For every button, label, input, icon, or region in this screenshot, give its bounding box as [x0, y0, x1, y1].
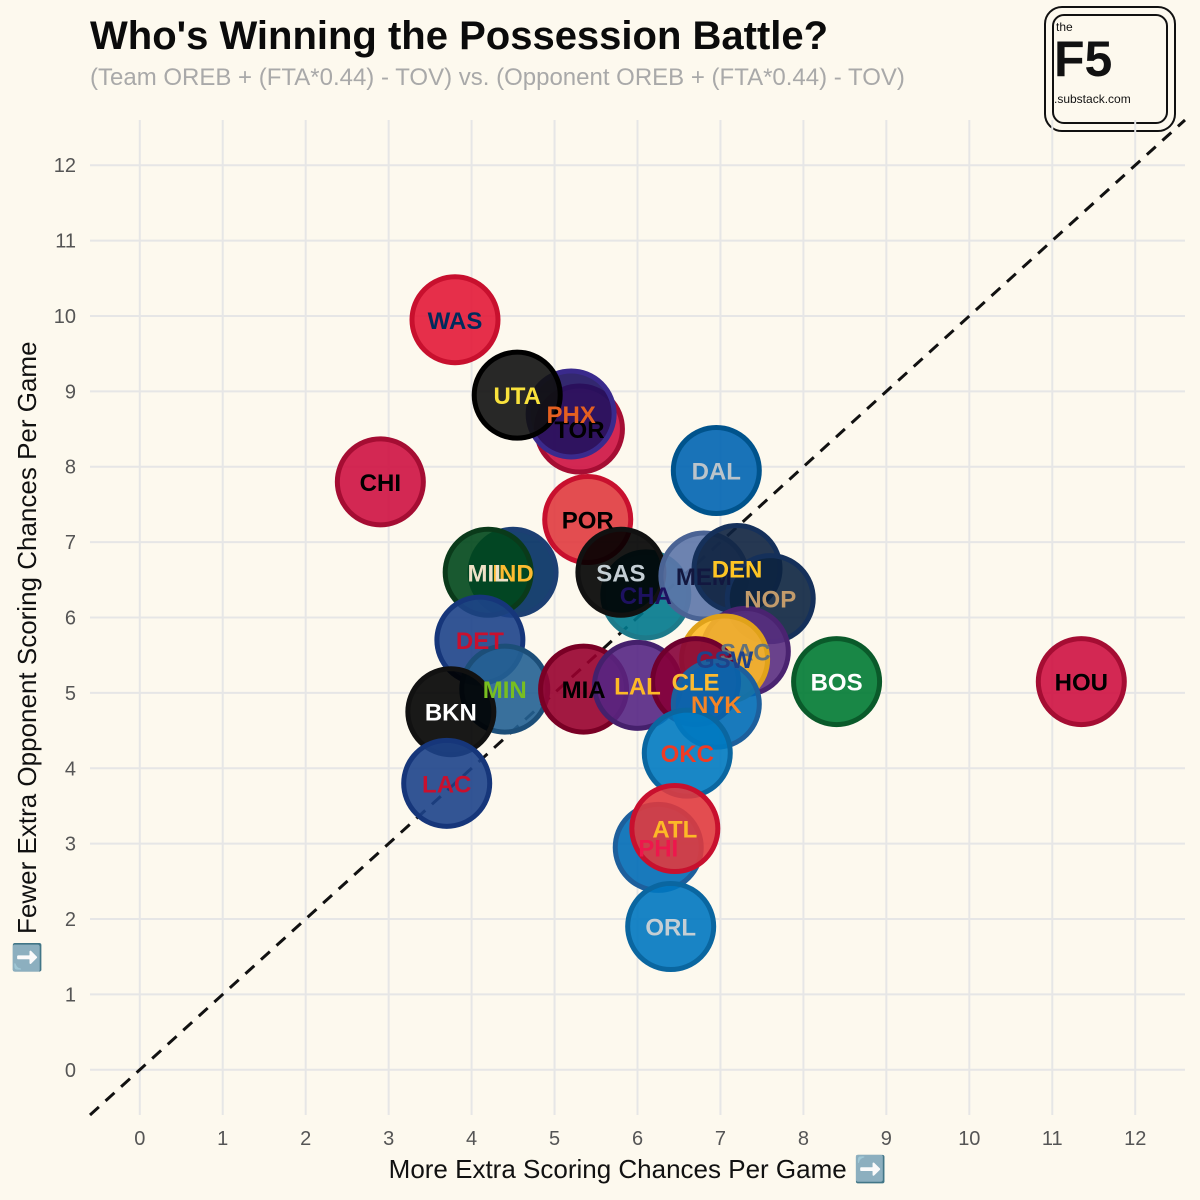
team-label: CLE	[672, 670, 720, 697]
logo-inner-border	[1052, 14, 1168, 124]
team-label: NOP	[744, 587, 796, 614]
team-bubble	[401, 737, 493, 829]
team-point-hou	[1035, 636, 1127, 728]
logo-top-text: the	[1056, 20, 1073, 34]
team-label: BKN	[425, 700, 477, 727]
team-label: OKC	[661, 741, 714, 768]
team-point-uta	[471, 349, 563, 441]
chart-title: Who's Winning the Possession Battle?	[90, 14, 829, 58]
team-label: DAL	[692, 459, 741, 486]
x-tick-label: 2	[300, 1128, 311, 1150]
team-label: SAC	[720, 639, 771, 666]
team-label: BOS	[811, 670, 863, 697]
y-tick-label: 8	[65, 457, 76, 479]
team-label: NYK	[691, 692, 742, 719]
team-point-atl	[629, 783, 721, 875]
team-label: TOR	[554, 417, 604, 444]
team-bubble	[791, 636, 883, 728]
team-label: HOU	[1055, 670, 1108, 697]
team-bubble	[670, 425, 762, 517]
team-bubble	[471, 349, 563, 441]
team-label: DET	[456, 628, 504, 655]
team-point-dal	[670, 425, 762, 517]
y-tick-label: 6	[65, 608, 76, 630]
chart-subtitle: (Team OREB + (FTA*0.44) - TOV) vs. (Oppo…	[90, 64, 905, 91]
team-label: LAC	[422, 771, 471, 798]
y-tick-label: 7	[65, 532, 76, 554]
x-tick-label: 5	[549, 1128, 560, 1150]
logo-main-text: F5	[1054, 31, 1113, 87]
team-label: DEN	[712, 557, 763, 584]
team-label: WAS	[428, 308, 483, 335]
x-tick-label: 8	[798, 1128, 809, 1150]
x-tick-label: 11	[1042, 1128, 1063, 1150]
y-tick-label: 11	[55, 231, 76, 253]
team-label: GSW	[696, 647, 754, 674]
x-axis-title: More Extra Scoring Chances Per Game ➡️	[389, 1154, 887, 1184]
team-label: PHI	[638, 835, 678, 862]
y-tick-label: 12	[54, 155, 76, 177]
team-bubble	[334, 436, 426, 528]
y-tick-label: 10	[54, 306, 76, 328]
team-point-bos	[791, 636, 883, 728]
team-point-chi	[334, 436, 426, 528]
team-label: LAL	[614, 673, 661, 700]
team-label: CHA	[620, 583, 672, 610]
y-tick-label: 0	[65, 1060, 76, 1082]
team-label: ATL	[652, 817, 697, 844]
team-label: IND	[492, 560, 533, 587]
team-label: MEM	[676, 564, 732, 591]
logo-bottom-text: .substack.com	[1054, 92, 1131, 106]
x-tick-label: 3	[383, 1128, 394, 1150]
team-point-lac	[401, 737, 493, 829]
y-tick-label: 1	[65, 984, 76, 1006]
team-point-was	[409, 274, 501, 366]
team-point-orl	[625, 881, 717, 973]
x-tick-label: 9	[881, 1128, 892, 1150]
team-label: CHI	[360, 470, 401, 497]
team-bubble	[625, 881, 717, 973]
team-bubble	[1035, 636, 1127, 728]
y-tick-label: 2	[65, 909, 76, 931]
y-tick-label: 5	[65, 683, 76, 705]
x-tick-label: 4	[466, 1128, 477, 1150]
x-tick-label: 7	[715, 1128, 726, 1150]
team-bubble	[409, 274, 501, 366]
x-tick-label: 10	[958, 1128, 980, 1150]
y-tick-label: 9	[65, 381, 76, 403]
team-label: MIL	[468, 560, 509, 587]
x-tick-label: 0	[134, 1128, 145, 1150]
team-label: ORL	[645, 915, 696, 942]
y-tick-label: 3	[65, 834, 76, 856]
y-tick-label: 4	[65, 758, 76, 780]
team-label: SAS	[596, 560, 645, 587]
team-label: POR	[562, 508, 614, 535]
f5-logo: the F5 .substack.com	[1044, 6, 1176, 132]
team-label: MIA	[562, 677, 606, 704]
y-axis-title: ⬇️ Fewer Extra Opponent Scoring Chances …	[12, 341, 42, 973]
team-bubble	[629, 783, 721, 875]
x-tick-label: 6	[632, 1128, 643, 1150]
team-label: MIN	[483, 677, 527, 704]
x-tick-label: 1	[217, 1128, 228, 1150]
team-label: PHX	[546, 402, 595, 429]
team-label: UTA	[493, 383, 541, 410]
x-tick-label: 12	[1124, 1128, 1146, 1150]
